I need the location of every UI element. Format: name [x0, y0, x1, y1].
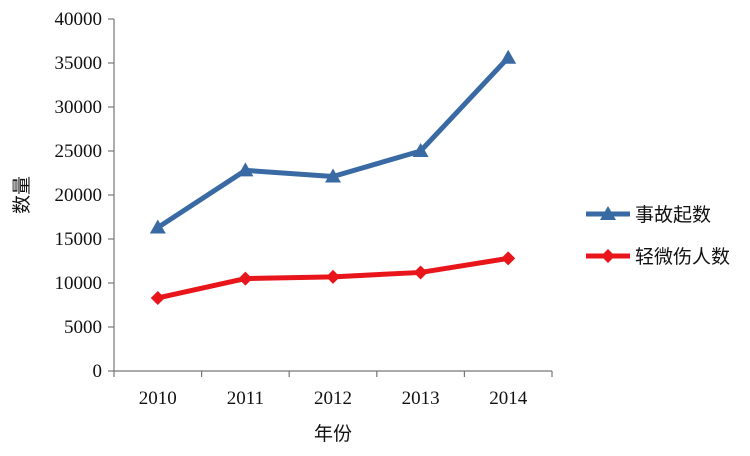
- diamond-marker: [238, 271, 253, 286]
- triangle-marker: [237, 162, 254, 177]
- triangle-marker: [149, 219, 166, 234]
- triangle-marker: [325, 168, 341, 183]
- triangle-marker: [412, 143, 429, 157]
- y-tick-label: 40000: [55, 9, 103, 30]
- legend-marker: [600, 206, 616, 220]
- legend-label: 事故起数: [635, 204, 711, 226]
- series-2: [150, 251, 516, 305]
- x-axis-title: 年份: [314, 423, 352, 445]
- y-axis-title: 数量: [11, 176, 33, 214]
- axes: [108, 18, 553, 377]
- x-tick-label: 2013: [402, 388, 440, 409]
- y-tick-label: 30000: [55, 97, 103, 118]
- y-tick-label: 5000: [64, 317, 102, 338]
- y-tick-label: 0: [93, 361, 103, 382]
- x-tick-label: 2012: [314, 388, 352, 409]
- diamond-marker: [413, 265, 428, 280]
- diamond-marker: [501, 251, 516, 266]
- series-line: [155, 55, 511, 231]
- legend-marker: [601, 249, 615, 263]
- y-tick-label: 15000: [55, 229, 103, 250]
- y-tick-label: 35000: [55, 53, 103, 74]
- x-tick-label: 2011: [227, 388, 264, 409]
- y-tick-labels: 0 5000 10000 15000 20000 25000 30000 35000 40000: [55, 9, 103, 382]
- legend-item: 轻微伤人数: [586, 246, 730, 268]
- diamond-marker: [150, 290, 165, 305]
- series-1: [149, 49, 517, 234]
- y-tick-label: 10000: [55, 273, 103, 294]
- legend-item: 事故起数: [586, 204, 711, 226]
- x-tick-label: 2014: [489, 388, 528, 409]
- legend-label: 轻微伤人数: [635, 246, 730, 268]
- y-tick-label: 25000: [55, 141, 103, 162]
- series-layer: [149, 49, 517, 305]
- diamond-marker: [326, 269, 340, 284]
- x-tick-labels: 2010 2011 2012 2013 2014: [139, 388, 528, 409]
- x-tick-label: 2010: [139, 388, 177, 409]
- y-tick-label: 20000: [55, 185, 103, 206]
- triangle-marker: [500, 49, 517, 64]
